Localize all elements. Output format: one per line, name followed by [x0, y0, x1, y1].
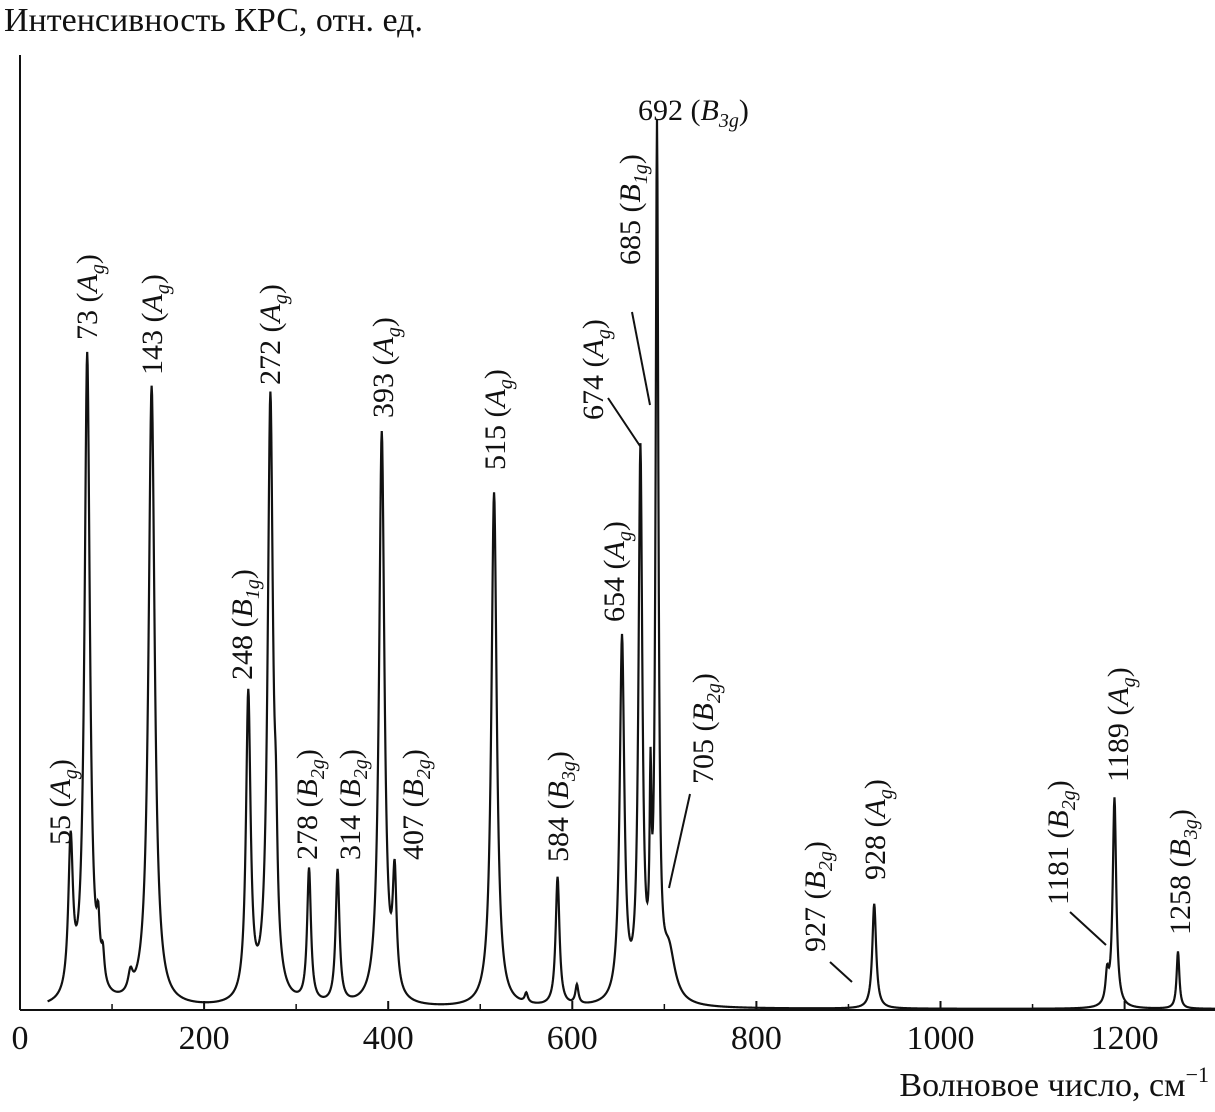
peak-label: 143 (Ag) [136, 274, 174, 375]
x-tick-label: 600 [547, 1020, 598, 1057]
peak-label: 674 (Ag) [577, 319, 615, 420]
x-axis-label: Волновое число, см−1 [899, 1062, 1209, 1105]
peak-label: 927 (B2g) [799, 841, 837, 952]
peak-leader-line [1069, 911, 1107, 946]
y-axis-label: Интенсивность КРС, отн. ед. [4, 2, 423, 39]
peak-label: 654 (Ag) [598, 521, 636, 622]
spectrum-curve-layer [47, 119, 1215, 1010]
peak-label: 55 (Ag) [44, 759, 82, 845]
peak-label: 278 (B2g) [291, 749, 329, 860]
peak-leader-lines [607, 311, 1107, 983]
spectrum-line [47, 119, 1215, 1010]
peak-label: 73 (Ag) [71, 254, 109, 340]
peak-label: 1189 (Ag) [1102, 667, 1140, 782]
peak-label: 314 (B2g) [334, 749, 372, 860]
peak-label: 584 (B3g) [542, 751, 580, 862]
peak-leader-line [631, 311, 651, 406]
x-tick-labels: 0 200 400 600 800 1000 1200 [12, 1020, 1159, 1057]
peak-label: 928 (Ag) [859, 779, 897, 880]
peak-label: 407 (B2g) [397, 749, 435, 860]
peak-leader-line [829, 961, 853, 983]
x-axis-label-unit-exponent: −1 [1185, 1062, 1209, 1087]
chart-axes [19, 55, 1215, 1011]
peak-labels: 55 (Ag) 73 (Ag) 143 (Ag) 248 (B1g) 272 (Ag) 2… [44, 94, 1202, 952]
x-tick-label: 400 [363, 1020, 414, 1057]
peak-leader-line [607, 397, 641, 447]
peak-label: 515 (Ag) [479, 369, 517, 470]
x-tick-label: 0 [12, 1020, 29, 1057]
x-tick-label: 1000 [907, 1020, 975, 1057]
peak-label: 393 (Ag) [367, 317, 405, 418]
peak-label: 248 (B1g) [226, 569, 264, 680]
peak-label: 1181 (B2g) [1042, 780, 1080, 905]
x-tick-label: 200 [179, 1020, 230, 1057]
peak-label: 692 (B3g) [638, 94, 749, 132]
peak-label: 1258 (B3g) [1164, 809, 1202, 935]
x-axis-label-text: Волновое число, см [899, 1067, 1186, 1104]
peak-leader-line [668, 793, 691, 889]
peak-label: 685 (B1g) [614, 154, 652, 265]
peak-label: 705 (B2g) [687, 673, 725, 784]
x-tick-label: 1200 [1091, 1020, 1159, 1057]
x-tick-label: 800 [731, 1020, 782, 1057]
peak-label: 272 (Ag) [254, 284, 292, 385]
